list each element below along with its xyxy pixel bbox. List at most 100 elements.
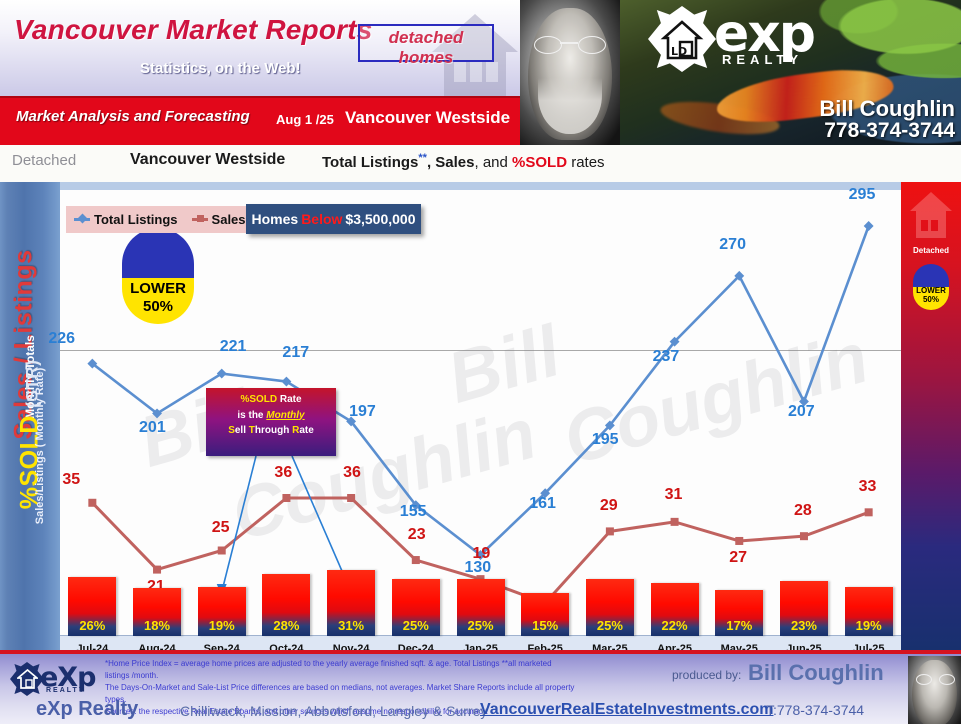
homes-below-b: Below — [301, 211, 343, 227]
agent-photo — [520, 0, 620, 145]
subheader-title-sold: %SOLD — [512, 154, 568, 171]
footer-produced-by-label: produced by: — [672, 668, 742, 682]
house-outline-icon — [432, 14, 518, 96]
sold-rate-bar-label: 25% — [402, 618, 429, 633]
exp-realty-logo: LD exp REALTY — [648, 4, 898, 76]
total-listings-label: 130 — [464, 559, 492, 576]
glasses-icon — [534, 36, 606, 54]
right-rail: Detached LOWER 50% — [901, 182, 961, 650]
sales-label: 36 — [274, 464, 293, 481]
legend-item-sales[interactable]: Sales — [191, 212, 246, 227]
sales-label: 27 — [729, 548, 748, 566]
legend-marker-sales-icon — [191, 215, 208, 222]
right-rail-caption: Detached — [912, 246, 949, 255]
report-date: Aug 1 /25 — [276, 112, 334, 127]
right-rail-egg-line2: 50% — [922, 295, 939, 304]
sold-rate-bar[interactable]: 22% — [650, 583, 699, 636]
sold-rate-bar[interactable]: 28% — [262, 574, 311, 636]
sold-rate-bar-label: 17% — [726, 618, 753, 633]
page-title: Vancouver Market Reports — [14, 14, 373, 45]
pond-background-image: LD exp REALTY Bill Coughlin 778-374-3744 — [620, 0, 961, 145]
detached-homes-label: detached homes — [388, 28, 464, 67]
callout-line-3: Sell Through Rate — [228, 425, 314, 436]
subheader-chart-title: Total Listings**, Sales, and %SOLD rates — [322, 152, 605, 171]
sold-rate-bar[interactable]: 15% — [521, 593, 570, 636]
subheader-title-listings: Total Listings — [322, 154, 419, 171]
chart-gridline — [60, 350, 901, 351]
footer-glasses-icon — [916, 674, 955, 685]
agent-phone: 778-374-3744 — [824, 119, 955, 142]
svg-text:LD: LD — [671, 45, 687, 58]
left-rail: Detached — [0, 182, 61, 724]
lower-50-badge-right-rail: LOWER 50% — [913, 264, 949, 310]
footer-disclaimer-line-1: *Home Price Index = average home prices … — [105, 659, 552, 680]
exp-realty-wordmark: REALTY — [722, 52, 804, 67]
total-listings-label: 270 — [719, 235, 746, 253]
sold-rate-bar-label: 19% — [855, 618, 882, 633]
sold-rate-bar[interactable]: 17% — [715, 590, 764, 636]
total-listings-label: 295 — [848, 186, 876, 203]
house-in-badge-icon: LD — [660, 20, 704, 60]
legend-marker-total-listings-icon — [74, 218, 90, 221]
right-rail-egg-line1: LOWER — [916, 286, 946, 295]
total-listings-label: 201 — [139, 419, 166, 437]
subheader-title-superscript: ** — [418, 152, 427, 164]
sold-rate-bar[interactable]: 23% — [779, 581, 828, 636]
sold-rate-bar[interactable]: 25% — [456, 579, 505, 636]
sales-label: 23 — [407, 526, 426, 544]
sales-label: 31 — [664, 485, 683, 503]
legend-label-total-listings: Total Listings — [94, 212, 178, 227]
chart-panel: Bill Coughlin Bill Coughlin LOWER 50% To… — [48, 182, 901, 658]
red-band — [0, 98, 520, 145]
footer-agent-photo — [908, 656, 961, 724]
footer-disclaimer: *Home Price Index = average home prices … — [105, 658, 575, 718]
sold-rate-bar-label: 31% — [338, 618, 365, 633]
sold-rate-bar[interactable]: 18% — [133, 588, 182, 636]
sales-label: 36 — [343, 464, 361, 481]
total-listings-label: 155 — [399, 503, 427, 521]
chart-plot-area: Bill Coughlin Bill Coughlin LOWER 50% To… — [48, 186, 901, 626]
total-listings-label: 217 — [282, 343, 310, 361]
total-listings-label: 161 — [529, 495, 556, 513]
footer-brand-name: eXp Realty — [36, 698, 139, 720]
page-header: Vancouver Market Reports Statistics, on … — [0, 0, 961, 145]
house-icon-right-rail — [910, 192, 952, 238]
lower-50-badge-chart: LOWER 50% — [122, 228, 194, 324]
sold-rate-bar-label: 28% — [273, 618, 300, 633]
sold-rate-bar[interactable]: 25% — [391, 579, 440, 636]
right-rail-axis-subtitle: Sales/Listings ( Monthly Rate) — [34, 367, 46, 525]
sold-rate-callout: %SOLD Rate is the Monthly Sell Through R… — [206, 388, 336, 456]
sales-label: 25 — [211, 518, 230, 536]
footer-realty-wordmark: REALTY — [46, 687, 86, 694]
sold-rate-bar-label: 25% — [596, 618, 623, 633]
subheader-title-sep1: , — [426, 154, 436, 171]
sold-rate-bar-label: 19% — [208, 618, 235, 633]
footer-house-icon — [17, 669, 38, 689]
footer-cities: Chilliwack, Mission, Abbotsford, Langley… — [180, 703, 488, 719]
sold-rate-bar[interactable]: 26% — [68, 577, 117, 636]
footer-agent-face — [912, 660, 957, 724]
exp-wordmark: exp — [714, 4, 816, 64]
sales-label: 33 — [858, 478, 877, 496]
sold-rate-bar-label: 25% — [467, 618, 494, 633]
total-listings-label: 221 — [219, 337, 247, 355]
legend-item-total-listings[interactable]: Total Listings — [74, 212, 178, 227]
sold-rate-bar[interactable]: 19% — [844, 587, 893, 636]
sold-rate-bar[interactable]: 19% — [197, 587, 246, 636]
homes-below-banner: Homes Below $3,500,000 — [246, 204, 421, 234]
total-listings-label: 237 — [652, 347, 680, 365]
sold-rate-bar-label: 18% — [144, 618, 171, 633]
sales-label: 35 — [62, 470, 81, 488]
sold-rate-bar[interactable]: 31% — [327, 570, 376, 636]
callout-line-2: is the Monthly — [237, 409, 305, 421]
footer-produced-by-name: Bill Coughlin — [748, 660, 884, 685]
chart-egg-line1: LOWER — [130, 280, 186, 297]
report-area: Vancouver Westside — [345, 108, 511, 127]
footer-telephone: T:778-374-3744 — [766, 702, 865, 718]
sales-label: 29 — [599, 497, 618, 515]
legend-label-sales: Sales — [211, 212, 246, 227]
band-label: Market Analysis and Forecasting — [16, 108, 250, 125]
sold-rate-bar[interactable]: 25% — [585, 579, 634, 636]
footer-website-link[interactable]: VancouverRealEstateInvestments.com — [480, 701, 774, 718]
band-top-edge — [0, 96, 520, 99]
